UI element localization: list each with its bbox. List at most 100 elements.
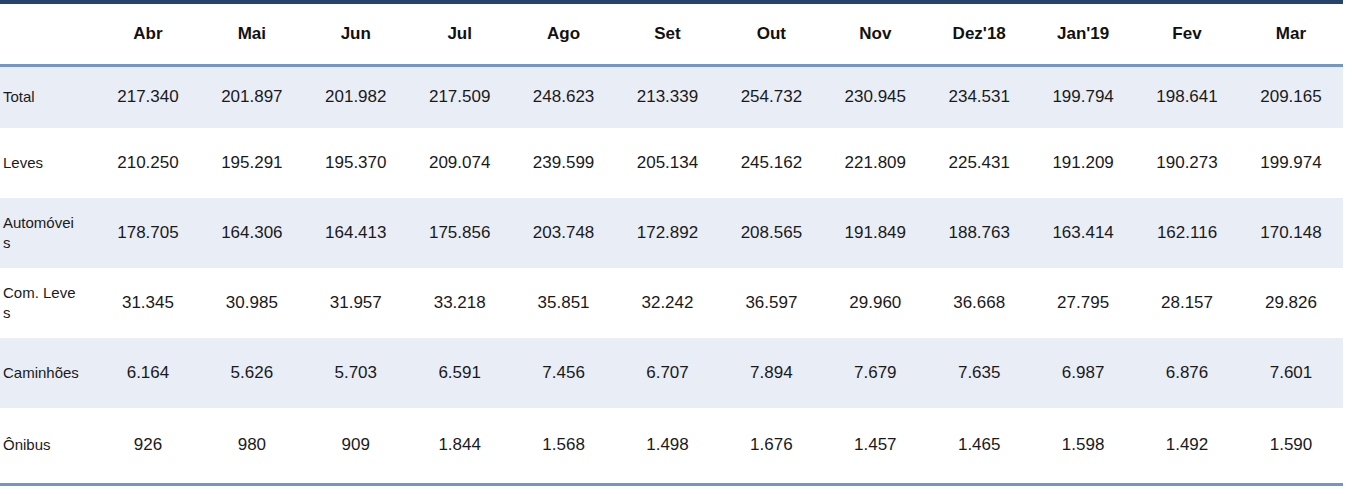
table-row: Com. Leves31.34530.98531.95733.21835.851… bbox=[0, 268, 1343, 338]
value-cell: 164.413 bbox=[304, 198, 408, 268]
value-cell: 33.218 bbox=[408, 268, 512, 338]
value-cell: 245.162 bbox=[719, 128, 823, 198]
value-cell: 35.851 bbox=[512, 268, 616, 338]
value-cell: 209.165 bbox=[1239, 65, 1343, 128]
row-label-text: Ônibus bbox=[3, 435, 51, 455]
value-cell: 201.897 bbox=[200, 65, 304, 128]
corner-cell bbox=[0, 2, 96, 65]
row-label-text: Com. Leves bbox=[3, 283, 80, 324]
row-label: Leves bbox=[0, 128, 96, 198]
column-header-nov: Nov bbox=[823, 2, 927, 65]
value-cell: 178.705 bbox=[96, 198, 200, 268]
value-cell: 175.856 bbox=[408, 198, 512, 268]
value-cell: 7.601 bbox=[1239, 338, 1343, 408]
value-cell: 31.345 bbox=[96, 268, 200, 338]
value-cell: 213.339 bbox=[616, 65, 720, 128]
value-cell: 199.974 bbox=[1239, 128, 1343, 198]
value-cell: 29.826 bbox=[1239, 268, 1343, 338]
column-header-jun: Jun bbox=[304, 2, 408, 65]
header-row: AbrMaiJunJulAgoSetOutNovDez'18Jan'19FevM… bbox=[0, 2, 1343, 65]
value-cell: 201.982 bbox=[304, 65, 408, 128]
value-cell: 5.703 bbox=[304, 338, 408, 408]
value-cell: 230.945 bbox=[823, 65, 927, 128]
value-cell: 1.498 bbox=[616, 408, 720, 484]
value-cell: 191.849 bbox=[823, 198, 927, 268]
row-label: Caminhões bbox=[0, 338, 96, 408]
value-cell: 221.809 bbox=[823, 128, 927, 198]
data-table: AbrMaiJunJulAgoSetOutNovDez'18Jan'19FevM… bbox=[0, 0, 1343, 486]
row-label-text: Total bbox=[3, 87, 35, 107]
value-cell: 28.157 bbox=[1135, 268, 1239, 338]
column-header-jan-19: Jan'19 bbox=[1031, 2, 1135, 65]
value-cell: 1.598 bbox=[1031, 408, 1135, 484]
row-label-text: Automóveis bbox=[3, 213, 80, 254]
column-header-set: Set bbox=[616, 2, 720, 65]
table-row: Total 217.340201.897201.982217.509248.623… bbox=[0, 65, 1343, 128]
value-cell: 195.370 bbox=[304, 128, 408, 198]
value-cell: 172.892 bbox=[616, 198, 720, 268]
value-cell: 205.134 bbox=[616, 128, 720, 198]
value-cell: 195.291 bbox=[200, 128, 304, 198]
table-row: Automóveis178.705164.306164.413175.85620… bbox=[0, 198, 1343, 268]
row-label: Com. Leves bbox=[0, 268, 96, 338]
value-cell: 36.668 bbox=[927, 268, 1031, 338]
value-cell: 190.273 bbox=[1135, 128, 1239, 198]
value-cell: 217.509 bbox=[408, 65, 512, 128]
value-cell: 6.876 bbox=[1135, 338, 1239, 408]
value-cell: 980 bbox=[200, 408, 304, 484]
value-cell: 225.431 bbox=[927, 128, 1031, 198]
column-header-mai: Mai bbox=[200, 2, 304, 65]
value-cell: 32.242 bbox=[616, 268, 720, 338]
value-cell: 164.306 bbox=[200, 198, 304, 268]
value-cell: 254.732 bbox=[719, 65, 823, 128]
value-cell: 7.679 bbox=[823, 338, 927, 408]
value-cell: 36.597 bbox=[719, 268, 823, 338]
value-cell: 6.987 bbox=[1031, 338, 1135, 408]
value-cell: 926 bbox=[96, 408, 200, 484]
value-cell: 1.590 bbox=[1239, 408, 1343, 484]
column-header-mar: Mar bbox=[1239, 2, 1343, 65]
value-cell: 163.414 bbox=[1031, 198, 1135, 268]
row-label: Ônibus bbox=[0, 408, 96, 484]
value-cell: 210.250 bbox=[96, 128, 200, 198]
row-label-text: Caminhões bbox=[3, 363, 79, 383]
value-cell: 909 bbox=[304, 408, 408, 484]
value-cell: 1.676 bbox=[719, 408, 823, 484]
value-cell: 1.568 bbox=[512, 408, 616, 484]
value-cell: 198.641 bbox=[1135, 65, 1239, 128]
value-cell: 6.164 bbox=[96, 338, 200, 408]
value-cell: 1.844 bbox=[408, 408, 512, 484]
value-cell: 199.794 bbox=[1031, 65, 1135, 128]
table-row: Leves210.250195.291195.370209.074239.599… bbox=[0, 128, 1343, 198]
value-cell: 7.456 bbox=[512, 338, 616, 408]
value-cell: 248.623 bbox=[512, 65, 616, 128]
value-cell: 7.894 bbox=[719, 338, 823, 408]
value-cell: 6.591 bbox=[408, 338, 512, 408]
value-cell: 234.531 bbox=[927, 65, 1031, 128]
value-cell: 5.626 bbox=[200, 338, 304, 408]
value-cell: 203.748 bbox=[512, 198, 616, 268]
value-cell: 217.340 bbox=[96, 65, 200, 128]
value-cell: 188.763 bbox=[927, 198, 1031, 268]
value-cell: 209.074 bbox=[408, 128, 512, 198]
column-header-fev: Fev bbox=[1135, 2, 1239, 65]
value-cell: 1.465 bbox=[927, 408, 1031, 484]
table-row: Ônibus 9269809091.8441.5681.4981.6761.457… bbox=[0, 408, 1343, 484]
value-cell: 1.457 bbox=[823, 408, 927, 484]
value-cell: 239.599 bbox=[512, 128, 616, 198]
monthly-vehicle-data-table: AbrMaiJunJulAgoSetOutNovDez'18Jan'19FevM… bbox=[0, 0, 1343, 496]
value-cell: 162.116 bbox=[1135, 198, 1239, 268]
value-cell: 6.707 bbox=[616, 338, 720, 408]
column-header-out: Out bbox=[719, 2, 823, 65]
value-cell: 27.795 bbox=[1031, 268, 1135, 338]
value-cell: 29.960 bbox=[823, 268, 927, 338]
value-cell: 191.209 bbox=[1031, 128, 1135, 198]
row-label: Automóveis bbox=[0, 198, 96, 268]
column-header-ago: Ago bbox=[512, 2, 616, 65]
value-cell: 208.565 bbox=[719, 198, 823, 268]
value-cell: 1.492 bbox=[1135, 408, 1239, 484]
value-cell: 31.957 bbox=[304, 268, 408, 338]
value-cell: 7.635 bbox=[927, 338, 1031, 408]
column-header-dez-18: Dez'18 bbox=[927, 2, 1031, 65]
value-cell: 170.148 bbox=[1239, 198, 1343, 268]
